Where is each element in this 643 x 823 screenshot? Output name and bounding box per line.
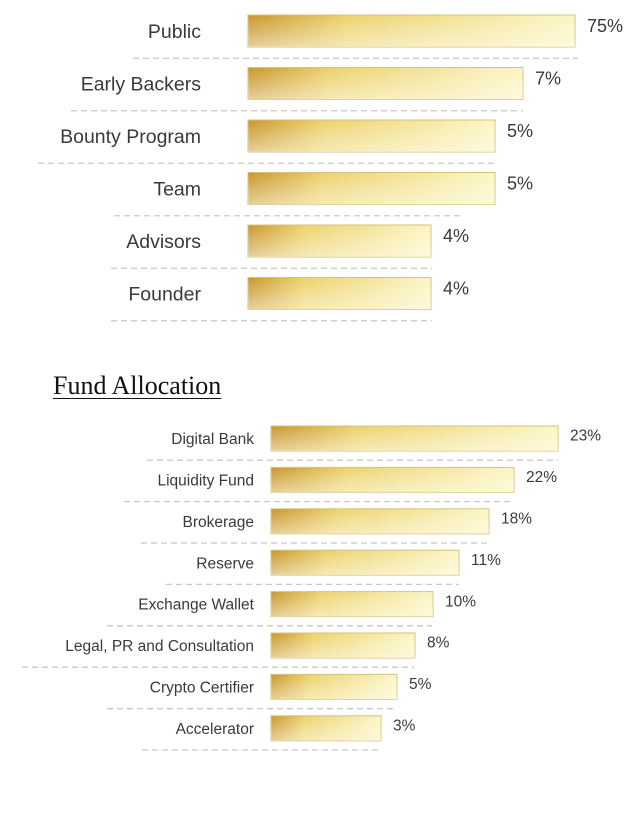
value-label: 23% bbox=[570, 428, 601, 445]
category-label: Digital Bank bbox=[171, 431, 254, 448]
value-label: 5% bbox=[507, 174, 533, 194]
bar-row: Reserve 11% bbox=[166, 549, 501, 586]
bar bbox=[247, 277, 432, 310]
category-label: Legal, PR and Consultation bbox=[65, 638, 254, 655]
bar bbox=[270, 466, 515, 493]
bar-row: Brokerage 18% bbox=[141, 508, 532, 544]
category-label: Brokerage bbox=[182, 514, 254, 531]
bar-row: Team 5% bbox=[114, 172, 533, 217]
bar-row: Crypto Certifier 5% bbox=[107, 673, 432, 710]
bar-row: Early Backers 7% bbox=[71, 67, 561, 112]
bar-row: Public 75% bbox=[133, 14, 623, 59]
fund-allocation-chart: Digital Bank 23% Liquidity Fund 22% Brokerag… bbox=[22, 425, 601, 751]
category-label: Bounty Program bbox=[60, 126, 201, 148]
bar bbox=[247, 14, 576, 48]
value-label: 4% bbox=[443, 226, 469, 246]
bar bbox=[270, 715, 382, 742]
value-label: 3% bbox=[393, 718, 416, 735]
category-label: Team bbox=[153, 179, 201, 201]
bar bbox=[247, 119, 496, 153]
bar-row: Advisors 4% bbox=[111, 224, 469, 269]
bar bbox=[270, 425, 559, 452]
bar-row: Exchange Wallet 10% bbox=[107, 591, 476, 627]
bar-row: Digital Bank 23% bbox=[147, 425, 601, 461]
bar-row: Legal, PR and Consultation 8% bbox=[22, 632, 450, 668]
bar-row: Founder 4% bbox=[111, 277, 469, 322]
bar bbox=[270, 549, 460, 576]
bar-row: Accelerator 3% bbox=[142, 715, 416, 751]
value-label: 5% bbox=[409, 676, 432, 693]
bar bbox=[247, 172, 496, 205]
value-label: 10% bbox=[445, 593, 476, 610]
bar bbox=[270, 673, 398, 700]
bar-row: Bounty Program 5% bbox=[38, 119, 533, 164]
category-label: Early Backers bbox=[81, 74, 202, 96]
category-label: Exchange Wallet bbox=[138, 597, 254, 614]
value-label: 5% bbox=[507, 121, 533, 141]
value-label: 75% bbox=[587, 16, 623, 36]
bar bbox=[270, 632, 416, 659]
bar bbox=[247, 224, 432, 258]
bar bbox=[247, 67, 524, 100]
value-label: 18% bbox=[501, 511, 532, 528]
value-label: 8% bbox=[427, 635, 450, 652]
fund-allocation-title: Fund Allocation bbox=[53, 371, 222, 400]
value-label: 22% bbox=[526, 469, 557, 486]
category-label: Liquidity Fund bbox=[157, 472, 254, 489]
value-label: 11% bbox=[471, 552, 501, 569]
value-label: 4% bbox=[443, 279, 469, 299]
bar bbox=[270, 508, 490, 535]
bar-row: Liquidity Fund 22% bbox=[124, 466, 557, 503]
bar bbox=[270, 591, 434, 618]
category-label: Public bbox=[148, 21, 201, 43]
category-label: Accelerator bbox=[176, 721, 254, 738]
category-label: Reserve bbox=[196, 555, 254, 572]
token-distribution-chart: Public 75% Early Backers 7% Bounty Program 5%… bbox=[38, 14, 623, 322]
category-label: Founder bbox=[128, 284, 201, 306]
value-label: 7% bbox=[535, 69, 561, 89]
category-label: Advisors bbox=[126, 231, 201, 253]
category-label: Crypto Certifier bbox=[150, 679, 254, 696]
